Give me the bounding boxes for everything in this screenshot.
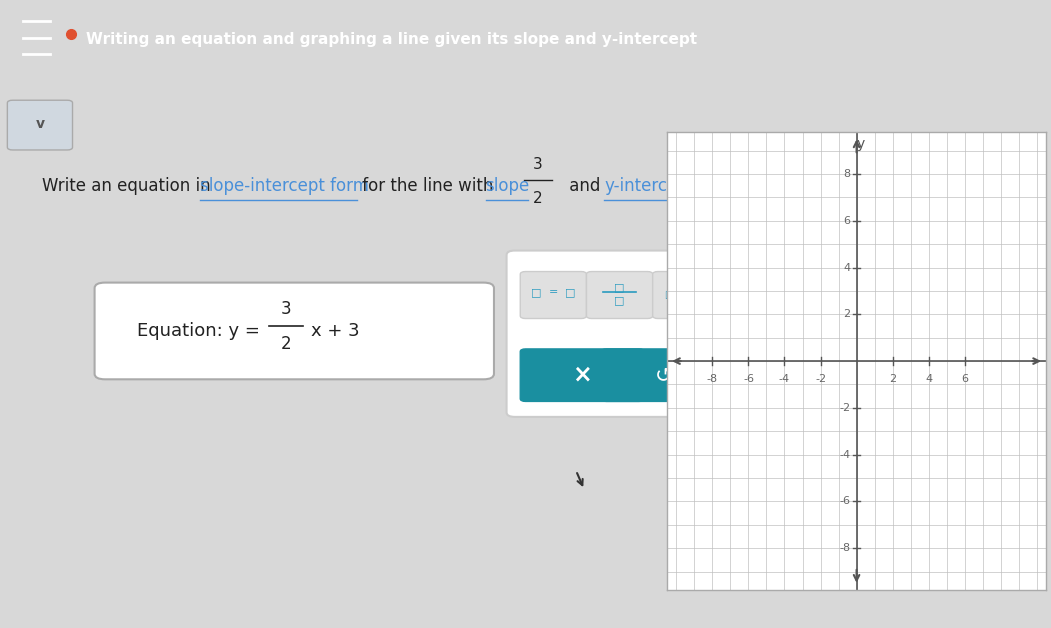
FancyBboxPatch shape [601, 349, 725, 401]
Text: □: □ [615, 283, 624, 292]
Text: 6: 6 [962, 374, 968, 384]
FancyBboxPatch shape [520, 349, 644, 401]
Text: Writing an equation and graphing a line given its slope and y-intercept: Writing an equation and graphing a line … [86, 31, 697, 46]
Text: 6: 6 [843, 216, 850, 225]
Text: -2: -2 [815, 374, 826, 384]
Text: 2: 2 [889, 374, 897, 384]
Text: and: and [564, 177, 606, 195]
Text: □: □ [689, 295, 699, 305]
Text: slope: slope [486, 177, 530, 195]
FancyBboxPatch shape [95, 283, 494, 379]
FancyBboxPatch shape [520, 271, 586, 318]
Text: Write an equation in: Write an equation in [42, 177, 215, 195]
Text: y: y [857, 136, 865, 151]
Text: ×: × [573, 363, 592, 387]
Text: 8: 8 [843, 169, 850, 179]
Text: -8: -8 [839, 543, 850, 553]
Text: 2: 2 [843, 310, 850, 319]
Text: y-intercept: y-intercept [604, 177, 695, 195]
Text: for the line with: for the line with [357, 177, 499, 195]
Text: □: □ [532, 287, 541, 297]
Text: ↺: ↺ [655, 365, 672, 385]
FancyBboxPatch shape [507, 251, 728, 417]
Text: 2: 2 [533, 190, 543, 205]
Text: -4: -4 [839, 450, 850, 460]
Text: x + 3: x + 3 [311, 322, 359, 340]
Text: -6: -6 [743, 374, 754, 384]
Text: 3. Then graph the line.: 3. Then graph the line. [692, 177, 886, 195]
Text: -4: -4 [779, 374, 790, 384]
Text: 3: 3 [533, 158, 543, 173]
Text: □: □ [689, 283, 699, 292]
FancyBboxPatch shape [586, 271, 653, 318]
Text: Equation: y =: Equation: y = [137, 322, 265, 340]
Text: v: v [36, 117, 44, 131]
Text: 2: 2 [281, 335, 291, 354]
Text: -6: -6 [840, 497, 850, 506]
FancyBboxPatch shape [7, 100, 73, 150]
Text: 4: 4 [843, 263, 850, 273]
Text: 3: 3 [281, 300, 291, 318]
Text: slope-intercept form: slope-intercept form [200, 177, 369, 195]
Text: =: = [549, 287, 558, 297]
Text: -2: -2 [839, 403, 850, 413]
Text: 4: 4 [925, 374, 932, 384]
FancyBboxPatch shape [653, 271, 719, 318]
Text: -8: -8 [707, 374, 718, 384]
Text: □: □ [664, 290, 674, 300]
Text: □: □ [615, 296, 624, 306]
Text: □: □ [565, 287, 575, 297]
